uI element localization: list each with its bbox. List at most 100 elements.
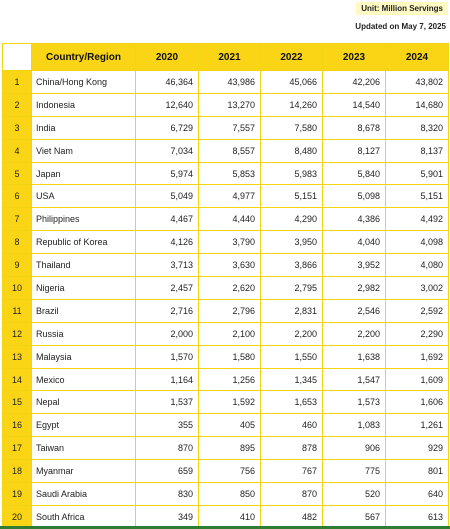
value-2021: 2,796 (198, 298, 261, 323)
value-2020: 2,716 (135, 298, 199, 323)
value-2021: 2,100 (198, 321, 261, 346)
value-2023: 1,573 (322, 390, 386, 415)
rank-cell: 9 (2, 253, 32, 278)
rank-cell: 8 (2, 230, 32, 255)
table-row: 19 Saudi Arabia 830 850 870 520 640 (2, 482, 449, 506)
value-2020: 1,570 (135, 344, 199, 369)
value-2021: 756 (198, 459, 261, 484)
value-2022: 2,831 (260, 298, 323, 323)
value-2022: 2,795 (260, 276, 323, 300)
table-row: 11 Brazil 2,716 2,796 2,831 2,546 2,592 (2, 298, 449, 323)
country-cell: Republic of Korea (31, 230, 136, 255)
table-row: 1 China/Hong Kong 46,364 43,986 45,066 42,206… (2, 70, 449, 94)
value-2023: 42,206 (322, 70, 386, 94)
value-2020: 5,974 (135, 161, 199, 186)
country-cell: Myanmar (31, 459, 136, 484)
value-2023: 775 (322, 459, 386, 484)
rank-cell: 16 (2, 413, 32, 438)
value-2021: 8,557 (198, 138, 261, 163)
rank-cell: 18 (2, 459, 32, 484)
table-row: 10 Nigeria 2,457 2,620 2,795 2,982 3,002 (2, 276, 449, 300)
table-row: 18 Myanmar 659 756 767 775 801 (2, 459, 449, 484)
value-2023: 8,678 (322, 115, 386, 140)
value-2023: 5,098 (322, 184, 386, 209)
value-2022: 767 (260, 459, 323, 484)
value-2024: 640 (385, 482, 449, 506)
value-2023: 520 (322, 482, 386, 506)
country-cell: India (31, 115, 136, 140)
column-header-rank (2, 43, 32, 71)
column-header-2020: 2020 (135, 43, 199, 71)
column-header-2023: 2023 (322, 43, 386, 71)
value-2023: 1,638 (322, 344, 386, 369)
value-2020: 12,640 (135, 92, 199, 117)
rank-cell: 2 (2, 92, 32, 117)
value-2020: 355 (135, 413, 199, 438)
country-cell: Taiwan (31, 436, 136, 461)
rank-cell: 4 (2, 138, 32, 163)
rank-cell: 1 (2, 70, 32, 94)
table-header-row: Country/Region 2020 2021 2022 2023 2024 (2, 43, 449, 71)
value-2023: 14,540 (322, 92, 386, 117)
rank-cell: 6 (2, 184, 32, 209)
rank-cell: 7 (2, 207, 32, 232)
table-row: 7 Philippines 4,467 4,440 4,290 4,386 4,492 (2, 207, 449, 232)
country-cell: Thailand (31, 253, 136, 278)
value-2021: 1,592 (198, 390, 261, 415)
rank-cell: 20 (2, 504, 32, 529)
country-cell: Brazil (31, 298, 136, 323)
value-2022: 7,580 (260, 115, 323, 140)
value-2024: 613 (385, 504, 449, 529)
value-2020: 5,049 (135, 184, 199, 209)
country-cell: Saudi Arabia (31, 482, 136, 506)
country-cell: Mexico (31, 367, 136, 392)
value-2022: 5,151 (260, 184, 323, 209)
value-2022: 2,200 (260, 321, 323, 346)
rank-cell: 12 (2, 321, 32, 346)
table-row: 6 USA 5,049 4,977 5,151 5,098 5,151 (2, 184, 449, 209)
column-header-country: Country/Region (31, 43, 136, 71)
rank-cell: 5 (2, 161, 32, 186)
value-2020: 870 (135, 436, 199, 461)
value-2024: 5,151 (385, 184, 449, 209)
country-cell: Philippines (31, 207, 136, 232)
value-2021: 850 (198, 482, 261, 506)
column-header-2024: 2024 (385, 43, 449, 71)
value-2023: 1,547 (322, 367, 386, 392)
value-2020: 1,537 (135, 390, 199, 415)
value-2023: 906 (322, 436, 386, 461)
value-2020: 2,000 (135, 321, 199, 346)
value-2024: 5,901 (385, 161, 449, 186)
value-2020: 7,034 (135, 138, 199, 163)
country-cell: South Africa (31, 504, 136, 529)
rank-cell: 17 (2, 436, 32, 461)
column-header-2021: 2021 (198, 43, 261, 71)
value-2021: 4,977 (198, 184, 261, 209)
value-2022: 1,550 (260, 344, 323, 369)
value-2022: 1,345 (260, 367, 323, 392)
value-2022: 482 (260, 504, 323, 529)
value-2022: 878 (260, 436, 323, 461)
value-2024: 4,492 (385, 207, 449, 232)
value-2020: 2,457 (135, 276, 199, 300)
value-2023: 4,040 (322, 230, 386, 255)
value-2024: 3,002 (385, 276, 449, 300)
rank-cell: 14 (2, 367, 32, 392)
country-cell: China/Hong Kong (31, 70, 136, 94)
value-2024: 8,320 (385, 115, 449, 140)
value-2020: 830 (135, 482, 199, 506)
table-row: 8 Republic of Korea 4,126 3,790 3,950 4,040 4,… (2, 230, 449, 255)
value-2020: 1,164 (135, 367, 199, 392)
country-cell: Russia (31, 321, 136, 346)
table-row: 4 Viet Nam 7,034 8,557 8,480 8,127 8,137 (2, 138, 449, 163)
value-2020: 46,364 (135, 70, 199, 94)
value-2024: 8,137 (385, 138, 449, 163)
country-cell: Malaysia (31, 344, 136, 369)
rank-cell: 10 (2, 276, 32, 300)
value-2024: 1,609 (385, 367, 449, 392)
value-2021: 43,986 (198, 70, 261, 94)
rank-cell: 11 (2, 298, 32, 323)
value-2023: 5,840 (322, 161, 386, 186)
value-2024: 43,802 (385, 70, 449, 94)
value-2020: 3,713 (135, 253, 199, 278)
